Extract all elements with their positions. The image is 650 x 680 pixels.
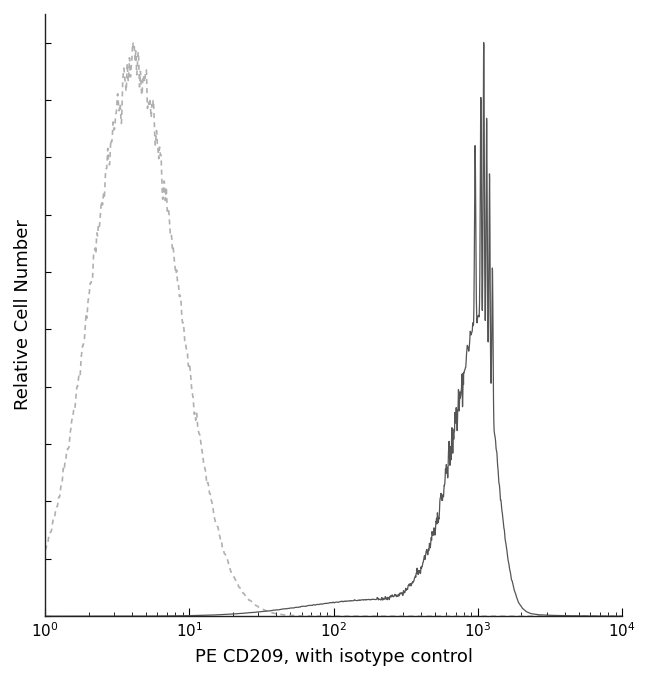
Y-axis label: Relative Cell Number: Relative Cell Number xyxy=(14,220,32,411)
X-axis label: PE CD209, with isotype control: PE CD209, with isotype control xyxy=(195,648,473,666)
